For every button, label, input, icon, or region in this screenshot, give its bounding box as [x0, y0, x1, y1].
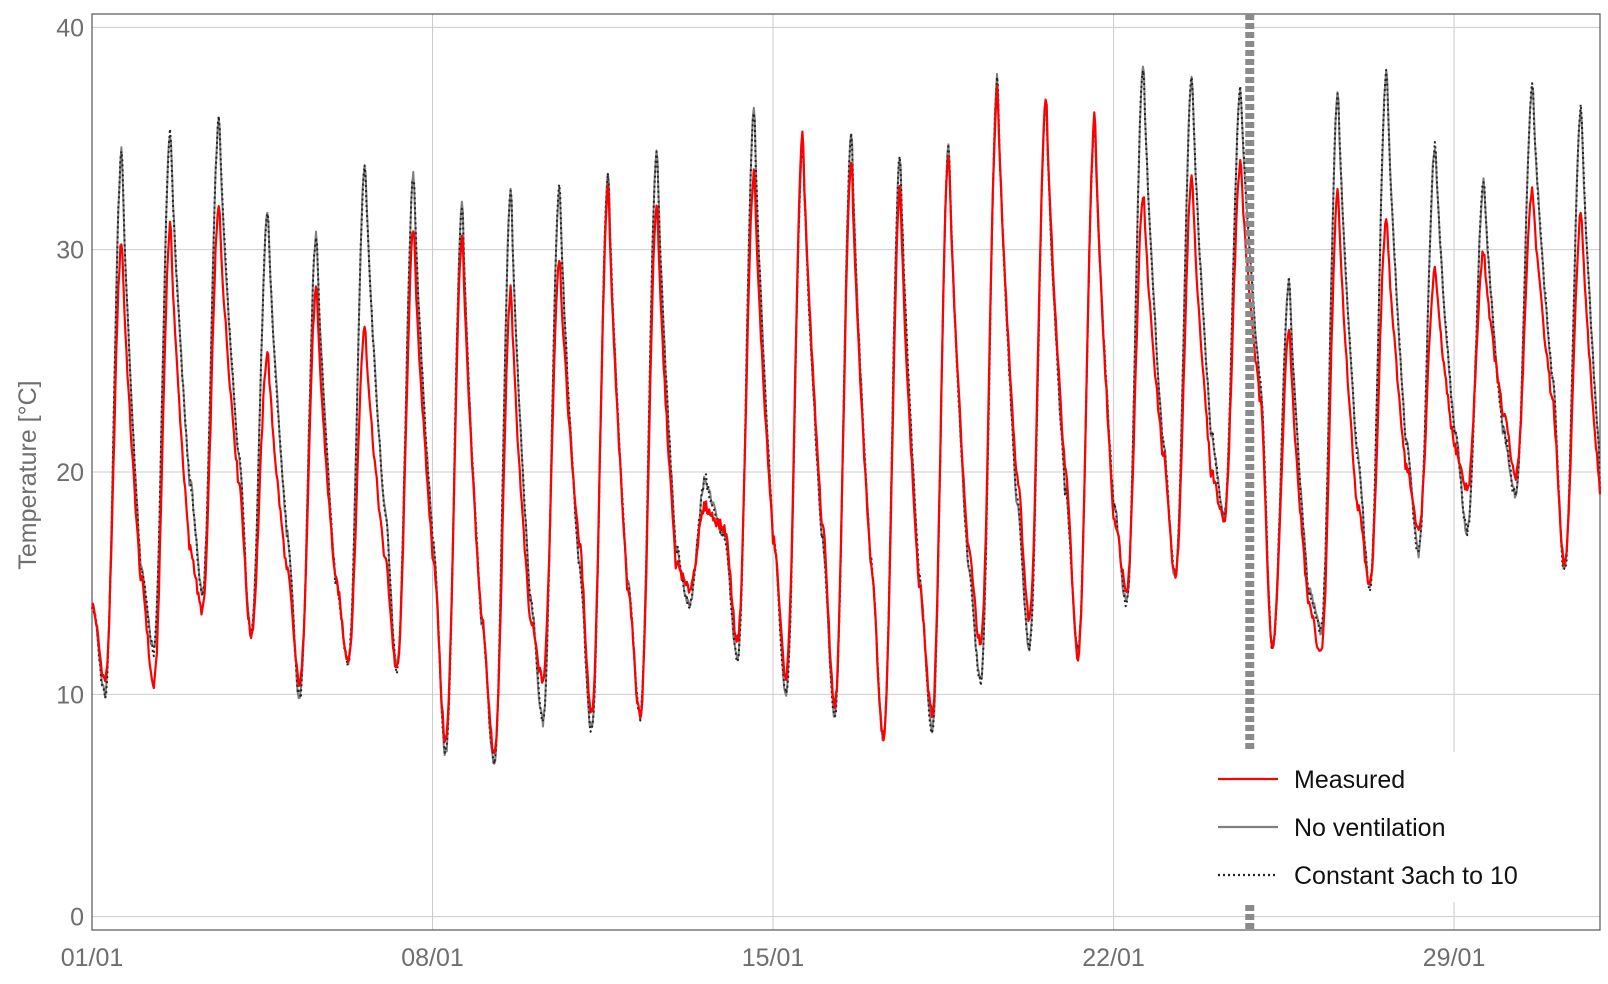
- x-tick-label: 29/01: [1423, 944, 1486, 972]
- series-line-no-ventilation: [91, 65, 1601, 765]
- y-tick-labels: 0 10 20 30 40: [56, 14, 84, 931]
- y-tick-label: 20: [56, 459, 84, 487]
- y-tick-label: 30: [56, 237, 84, 265]
- y-tick-label: 40: [56, 14, 84, 42]
- x-tick-label: 15/01: [742, 944, 805, 972]
- y-axis-title: Temperature [°C]: [14, 380, 42, 569]
- series-line-constant-3ach-to-10: [91, 68, 1601, 765]
- x-tick-label: 01/01: [61, 944, 124, 972]
- legend-label: Constant 3ach to 10: [1294, 862, 1518, 890]
- series-layer: [90, 65, 1602, 765]
- x-tick-labels: 01/01 08/01 15/01 22/01 29/01: [61, 944, 1486, 972]
- x-tick-label: 08/01: [401, 944, 464, 972]
- legend-label: Measured: [1294, 766, 1405, 794]
- legend: Measured No ventilation Constant 3ach to 1…: [1212, 752, 1596, 902]
- x-tick-label: 22/01: [1082, 944, 1145, 972]
- y-tick-label: 10: [56, 681, 84, 709]
- legend-label: No ventilation: [1294, 814, 1445, 842]
- series-line-measured: [90, 84, 1602, 755]
- y-tick-label: 0: [70, 904, 84, 932]
